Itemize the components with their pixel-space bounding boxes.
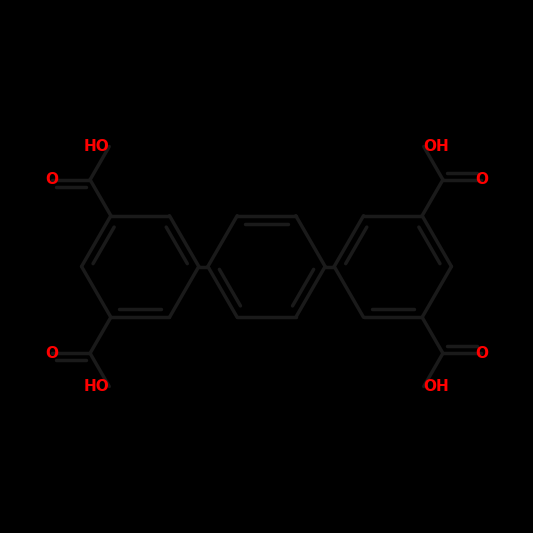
Text: O: O	[475, 172, 488, 187]
Text: O: O	[475, 346, 488, 361]
Text: O: O	[45, 346, 58, 361]
Text: HO: HO	[84, 379, 109, 394]
Text: O: O	[45, 172, 58, 187]
Text: OH: OH	[424, 139, 449, 154]
Text: OH: OH	[424, 379, 449, 394]
Text: HO: HO	[84, 139, 109, 154]
